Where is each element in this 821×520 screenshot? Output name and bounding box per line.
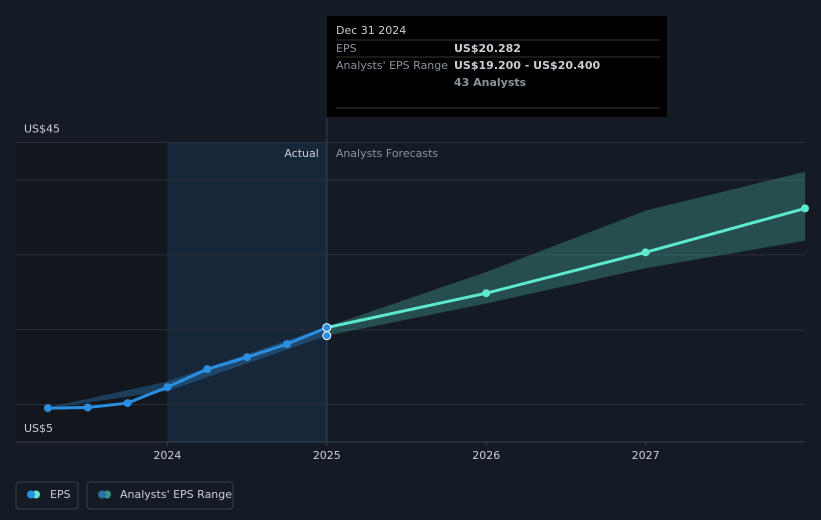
eps-point xyxy=(203,365,212,374)
legend-label: Analysts' EPS Range xyxy=(120,488,232,501)
tooltip-eps-value: US$20.282 xyxy=(454,42,521,55)
tooltip-eps-label: EPS xyxy=(336,42,357,55)
eps-point xyxy=(83,403,92,412)
tooltip-range-value: US$19.200 - US$20.400 xyxy=(454,59,600,72)
eps-point xyxy=(163,383,172,392)
y-tick-label: US$45 xyxy=(24,123,60,136)
tooltip-box xyxy=(327,16,667,117)
eps-point xyxy=(43,404,52,413)
eps-point xyxy=(322,323,332,333)
actual-label: Actual xyxy=(284,147,318,160)
legend-item-box[interactable] xyxy=(86,481,234,510)
x-tick-label: 2024 xyxy=(153,449,181,462)
x-tick-label: 2026 xyxy=(472,449,500,462)
eps-line xyxy=(47,326,328,410)
range-low-point xyxy=(322,331,332,341)
highlight-region xyxy=(167,142,327,442)
legend-item-box[interactable] xyxy=(15,481,79,510)
tooltip-date: Dec 31 2024 xyxy=(336,24,406,37)
legend-icon xyxy=(27,490,35,499)
tooltip-range-label: Analysts' EPS Range xyxy=(336,59,448,72)
past-region xyxy=(16,142,168,442)
eps-point xyxy=(641,248,650,257)
x-tick-label: 2025 xyxy=(313,449,341,462)
legend-label: EPS xyxy=(50,488,71,501)
range-band xyxy=(326,171,805,336)
eps-point xyxy=(801,204,809,213)
eps-point xyxy=(282,340,291,349)
x-tick-label: 2027 xyxy=(632,449,660,462)
eps-point xyxy=(243,353,252,362)
eps-point xyxy=(123,399,132,408)
eps-line xyxy=(326,206,806,330)
forecast-label: Analysts Forecasts xyxy=(336,147,439,160)
legend-icon xyxy=(98,490,106,499)
tooltip-analysts: 43 Analysts xyxy=(454,76,527,89)
eps-point xyxy=(482,289,491,298)
y-tick-label: US$5 xyxy=(24,422,53,435)
